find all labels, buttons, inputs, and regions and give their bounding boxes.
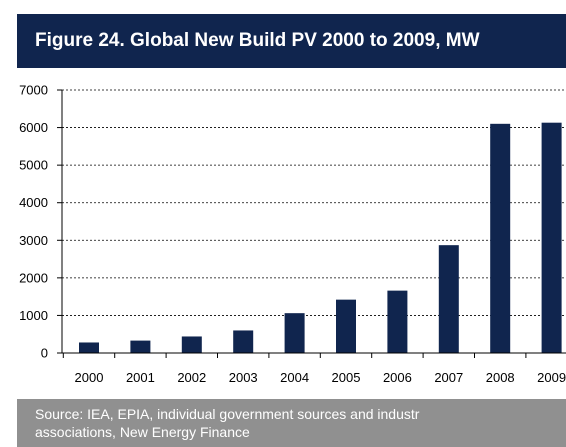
- chart-title: Figure 24. Global New Build PV 2000 to 2…: [17, 14, 566, 68]
- y-tick-label: 1000: [19, 308, 48, 323]
- bar-2006: [387, 290, 408, 353]
- x-tick-label: 2000: [75, 370, 104, 385]
- bar-2005: [336, 299, 356, 353]
- x-tick-label: 2009: [537, 370, 566, 385]
- bars: [79, 122, 562, 354]
- grid-lines: [62, 89, 566, 316]
- y-tick-labels: 0 1000 2000 3000 4000 5000 6000 7000: [19, 83, 48, 361]
- x-tick-label: 2005: [332, 370, 361, 385]
- bar-2007: [438, 245, 459, 353]
- y-tick-label: 0: [41, 346, 48, 361]
- axes: [57, 89, 566, 358]
- bar-2002: [181, 336, 202, 353]
- bar-2003: [233, 330, 254, 353]
- x-tick-label: 2003: [229, 370, 258, 385]
- y-tick-label: 6000: [19, 120, 48, 135]
- bar-2004: [284, 313, 305, 353]
- source-line-1: Source: IEA, EPIA, individual government…: [35, 406, 420, 422]
- y-tick-label: 7000: [19, 83, 48, 98]
- bar-2009: [541, 122, 562, 354]
- bar-2008: [490, 123, 511, 353]
- bar-2001: [130, 340, 151, 353]
- y-tick-label: 4000: [19, 195, 48, 210]
- bar-2000: [79, 342, 99, 353]
- source-note: Source: IEA, EPIA, individual government…: [17, 399, 566, 447]
- y-tick-label: 3000: [19, 233, 48, 248]
- x-tick-label: 2007: [434, 370, 463, 385]
- y-tick-label: 2000: [19, 270, 48, 285]
- x-tick-labels: 2000 2001 2002 2003 2004 2005 2006 2007 2008 2009: [75, 370, 566, 385]
- x-tick-label: 2006: [383, 370, 412, 385]
- x-tick-label: 2004: [280, 370, 309, 385]
- y-tick-label: 5000: [19, 158, 48, 173]
- x-tick-label: 2002: [177, 370, 206, 385]
- x-tick-label: 2001: [126, 370, 155, 385]
- source-line-2: associations, New Energy Finance: [35, 424, 250, 440]
- x-tick-label: 2008: [486, 370, 515, 385]
